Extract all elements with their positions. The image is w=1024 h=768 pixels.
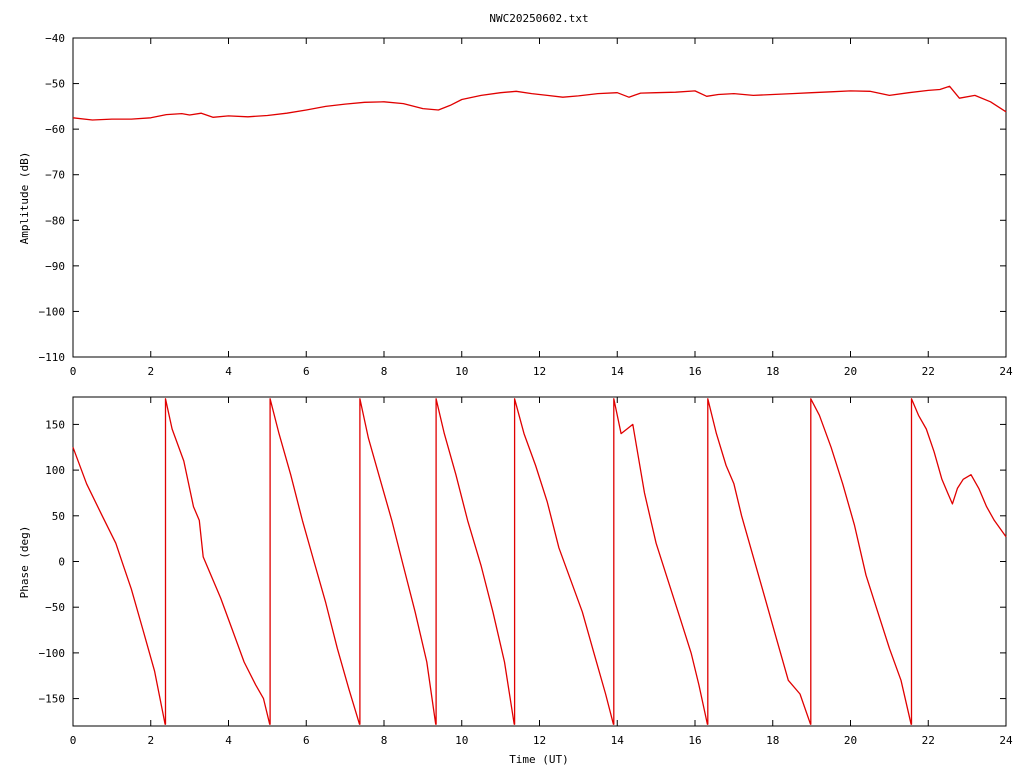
amplitude-y-tick-label: −70 (45, 169, 65, 182)
phase-y-tick-label: −100 (39, 647, 66, 660)
amplitude-x-tick-label: 12 (533, 365, 546, 378)
amplitude-x-tick-label: 6 (303, 365, 310, 378)
amplitude-x-tick-label: 4 (225, 365, 232, 378)
phase-plot-x-axis-label: Time (UT) (509, 753, 569, 766)
phase-x-tick-label: 20 (844, 734, 857, 747)
amplitude-x-tick-label: 2 (147, 365, 154, 378)
phase-x-tick-label: 8 (381, 734, 388, 747)
phase-x-tick-label: 2 (147, 734, 154, 747)
phase-y-tick-label: −150 (39, 693, 66, 706)
amplitude-x-tick-label: 0 (70, 365, 77, 378)
amplitude-x-tick-label: 10 (455, 365, 468, 378)
phase-x-tick-label: 14 (611, 734, 625, 747)
amplitude-y-tick-label: −60 (45, 123, 65, 136)
phase-x-tick-label: 6 (303, 734, 310, 747)
amplitude-x-tick-label: 24 (999, 365, 1013, 378)
amplitude-x-tick-label: 16 (688, 365, 701, 378)
phase-x-tick-label: 12 (533, 734, 546, 747)
phase-y-tick-label: 150 (45, 418, 65, 431)
phase-x-tick-label: 16 (688, 734, 701, 747)
phase-y-tick-label: 100 (45, 464, 65, 477)
amplitude-plot-marks: 0 2 4 6 8 10 12 14 16 18 20 22 24−40−50−60−70−80−90−… (39, 32, 1013, 378)
amplitude-y-tick-label: −90 (45, 260, 65, 273)
phase-series-line (72, 398, 1007, 725)
chart-title: NWC20250602.txt (489, 12, 588, 25)
phase-plot-y-axis-label: Phase (deg) (18, 526, 31, 599)
phase-x-tick-label: 24 (999, 734, 1013, 747)
amplitude-series-line (72, 85, 1007, 121)
amplitude-x-tick-label: 22 (922, 365, 935, 378)
phase-x-tick-label: 10 (455, 734, 468, 747)
amplitude-x-tick-label: 20 (844, 365, 857, 378)
amplitude-plot-y-axis-label: Amplitude (dB) (18, 152, 31, 245)
phase-y-tick-label: 50 (52, 510, 65, 523)
amplitude-y-tick-label: −50 (45, 78, 65, 91)
amplitude-y-tick-label: −100 (39, 305, 66, 318)
amplitude-y-tick-label: −110 (39, 351, 66, 364)
phase-x-tick-label: 18 (766, 734, 779, 747)
phase-y-tick-label: 0 (58, 556, 65, 569)
phase-y-tick-label: −50 (45, 601, 65, 614)
phase-x-tick-label: 22 (922, 734, 935, 747)
amplitude-x-tick-label: 8 (381, 365, 388, 378)
phase-x-tick-label: 4 (225, 734, 232, 747)
amplitude-y-tick-label: −40 (45, 32, 65, 45)
amplitude-y-tick-label: −80 (45, 214, 65, 227)
amplitude-plot: 0 2 4 6 8 10 12 14 16 18 20 22 24−40−50−60−70−80−90−… (18, 32, 1013, 378)
amplitude-x-tick-label: 18 (766, 365, 779, 378)
phase-plot-marks: 0 2 4 6 8 10 12 14 16 18 20 22 24150100500−50−100−15… (39, 396, 1013, 747)
amplitude-x-tick-label: 14 (611, 365, 625, 378)
phase-plot: 0 2 4 6 8 10 12 14 16 18 20 22 24150100500−50−100−15… (18, 396, 1013, 766)
phase-x-tick-label: 0 (70, 734, 77, 747)
